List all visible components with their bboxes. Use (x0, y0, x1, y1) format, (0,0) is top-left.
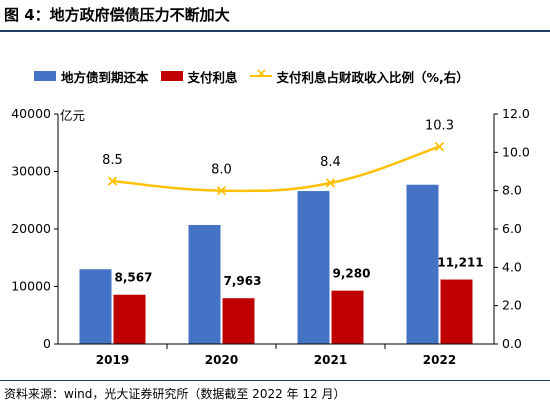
right-tick-label: 0.0 (502, 336, 522, 351)
left-axis-unit: 亿元 (60, 108, 85, 123)
right-tick-label: 2.0 (502, 298, 522, 313)
x-tick-label: 2020 (205, 353, 238, 367)
title-bar: 图 4：地方政府偿债压力不断加大 (0, 0, 550, 32)
right-y-axis: 0.0 2.0 4.0 6.0 8.0 10.0 12.0 (493, 106, 530, 351)
source-note: 资料来源：wind，光大证券研究所（数据截至 2022 年 12 月） (4, 387, 346, 401)
legend-label-debt: 地方债到期还本 (61, 69, 149, 85)
x-tick-label: 2019 (96, 353, 129, 367)
legend-item-interest: 支付利息 (160, 67, 238, 86)
ratio-value-label: 8.4 (320, 155, 341, 170)
bar-interest-label: 8,567 (115, 271, 153, 285)
legend-label-interest: 支付利息 (187, 69, 238, 85)
legend-item-ratio: 支付利息占财政收入比例（%,右） (249, 66, 469, 86)
x-tick-label: 2022 (423, 353, 456, 367)
legend-swatch-ratio (249, 66, 272, 82)
left-tick-label: 20000 (11, 221, 51, 236)
ratio-point-marker (325, 178, 336, 188)
bar-interest-payment (113, 294, 146, 344)
legend: 地方债到期还本 支付利息 支付利息占财政收入比例（%,右） (34, 66, 481, 86)
bar-interest-payment (331, 290, 364, 344)
chart-area: 0 10000 20000 30000 40000 0.0 2.0 4.0 6.0 8.0 10.… (11, 106, 530, 367)
ratio-value-label: 10.3 (425, 119, 454, 134)
bar-debt-repayment (406, 184, 439, 344)
bar-interest-payment (440, 279, 473, 344)
right-tick-label: 4.0 (502, 259, 522, 274)
ratio-value-label: 8.5 (102, 153, 123, 168)
legend-item-debt: 地方债到期还本 (34, 67, 149, 86)
legend-swatch-debt (34, 71, 56, 81)
bars: 8,567 7,963 9,280 11,211 (79, 184, 484, 344)
right-tick-label: 6.0 (502, 221, 522, 236)
left-tick-label: 10000 (11, 279, 51, 294)
bar-interest-label: 9,280 (333, 267, 371, 281)
bar-debt-repayment (188, 224, 221, 344)
right-tick-label: 10.0 (502, 144, 530, 159)
bar-interest-label: 11,211 (437, 256, 483, 270)
ratio-line: 8.5 8.0 8.4 10.3 (102, 119, 454, 196)
left-y-axis: 0 10000 20000 30000 40000 (11, 106, 59, 351)
legend-label-ratio: 支付利息占财政收入比例（%,右） (276, 69, 469, 85)
left-tick-label: 0 (43, 336, 51, 351)
x-axis: 2019 2020 2021 2022 (58, 343, 494, 367)
left-tick-label: 40000 (11, 106, 51, 121)
ratio-point-marker (434, 141, 445, 152)
bar-debt-repayment (297, 191, 330, 344)
left-tick-label: 30000 (11, 164, 51, 179)
bar-debt-repayment (79, 269, 112, 344)
ratio-point-marker (216, 186, 227, 196)
bar-interest-payment (222, 298, 255, 344)
right-tick-label: 8.0 (502, 183, 522, 198)
footer: 资料来源：wind，光大证券研究所（数据截至 2022 年 12 月） (0, 380, 550, 406)
bar-interest-label: 7,963 (224, 274, 262, 288)
x-tick-label: 2021 (314, 353, 347, 367)
ratio-line-path (112, 145, 440, 193)
right-tick-label: 12.0 (502, 106, 530, 121)
ratio-point-marker (107, 176, 118, 186)
chart-title: 图 4：地方政府偿债压力不断加大 (4, 6, 230, 24)
legend-swatch-interest (160, 71, 183, 81)
ratio-value-label: 8.0 (211, 163, 232, 178)
